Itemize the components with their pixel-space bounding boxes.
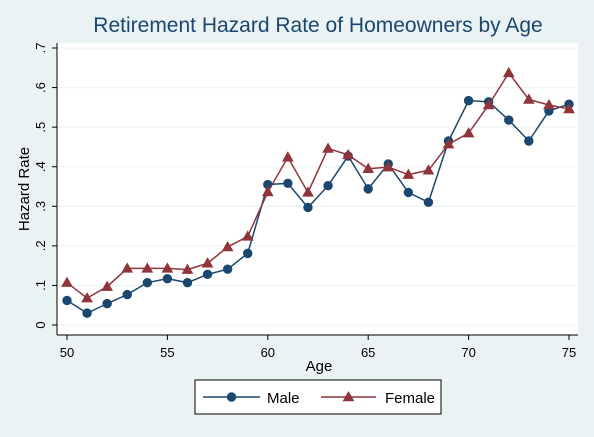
data-point-male (222, 264, 233, 274)
y-axis-label: Hazard Rate (16, 147, 33, 231)
data-point-female (261, 186, 274, 197)
data-point-male (162, 274, 173, 284)
data-point-female (221, 241, 234, 252)
legend-label-male: Male (267, 390, 300, 407)
y-tick-label: .1 (33, 280, 48, 291)
data-point-female (181, 263, 194, 274)
data-point-female (442, 138, 455, 149)
data-point-female (161, 262, 174, 273)
data-point-female (121, 262, 134, 273)
data-point-male (504, 115, 514, 125)
data-point-female (522, 93, 535, 104)
data-point-female (362, 162, 375, 173)
data-point-female (382, 161, 395, 172)
data-point-female (302, 186, 314, 197)
data-point-male (142, 277, 153, 288)
data-point-female (241, 230, 254, 241)
legend-marker-male (226, 392, 237, 402)
y-tick-label: .5 (33, 122, 48, 133)
plot-area (57, 43, 578, 335)
y-tick-label: 0 (33, 321, 48, 328)
data-point-female (282, 151, 294, 162)
data-point-male (303, 202, 313, 213)
data-point-male (122, 289, 132, 300)
data-point-female (201, 257, 214, 268)
data-point-female (422, 164, 435, 175)
data-point-male (403, 187, 414, 198)
legend-label-female: Female (385, 390, 435, 407)
series-layer (61, 66, 575, 318)
data-point-female (101, 280, 114, 291)
data-point-female (462, 127, 475, 138)
y-tick-label: .2 (33, 240, 48, 251)
data-point-female (61, 276, 73, 287)
data-point-male (463, 95, 474, 106)
data-point-male (62, 295, 72, 306)
data-point-male (524, 136, 534, 146)
data-point-female (81, 292, 93, 303)
data-point-female (502, 66, 515, 78)
x-tick-label: 75 (562, 345, 576, 360)
y-tick-label: .7 (33, 43, 48, 54)
series-female (61, 66, 575, 303)
chart-title: Retirement Hazard Rate of Homeowners by … (93, 14, 542, 37)
data-point-male (363, 184, 373, 194)
data-point-male (423, 197, 434, 208)
data-point-male (82, 308, 92, 318)
legend: Male Female (194, 379, 442, 415)
data-point-female (342, 148, 354, 160)
x-tick-label: 60 (261, 345, 275, 360)
x-axis-label: Age (306, 358, 333, 375)
data-point-female (322, 142, 334, 153)
data-point-female (482, 98, 495, 110)
y-tick-label: .6 (33, 82, 48, 93)
data-point-male (243, 248, 253, 259)
data-point-male (102, 298, 112, 309)
x-tick-label: 65 (361, 345, 375, 360)
y-tick-label: .3 (33, 201, 48, 212)
data-point-male (323, 181, 333, 191)
x-tick-label: 55 (160, 345, 174, 360)
x-tick-label: 50 (60, 345, 74, 360)
axes: 0 .1 .2 .3 .4 .5 .6 .7 50 55 60 65 70 75 (33, 43, 578, 360)
data-point-male (182, 277, 193, 288)
x-tick-label: 70 (461, 345, 475, 360)
data-point-female (141, 262, 154, 273)
data-point-female (402, 168, 415, 179)
data-point-male (283, 178, 293, 189)
data-point-female (543, 98, 555, 110)
data-point-male (202, 269, 213, 280)
legend-marker-female (342, 390, 355, 402)
data-point-female (563, 102, 575, 114)
y-tick-label: .4 (33, 161, 48, 172)
legend-items: Male Female (203, 390, 435, 407)
